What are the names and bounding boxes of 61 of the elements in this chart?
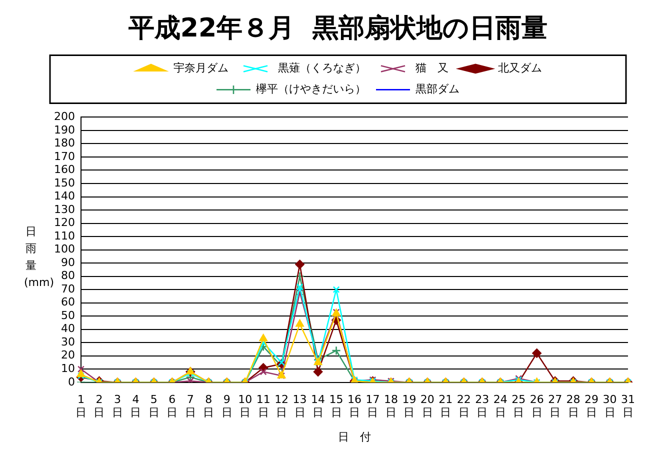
x-tick-label: 3日 [112, 392, 123, 420]
chart-title: 平成22年８月 黒部扇状地の日雨量 [127, 13, 548, 44]
x-tick-label: 9日 [221, 392, 232, 420]
y-tick-label: 60 [60, 296, 75, 309]
y-tick-label: 130 [54, 202, 75, 216]
legend-label: 黒部ダム [416, 82, 460, 96]
x-tick-label: 14日 [311, 392, 326, 420]
y-tick-label: 80 [60, 269, 75, 282]
x-tick-label: 8日 [203, 392, 214, 420]
y-tick-label: 0 [68, 375, 75, 388]
x-tick-label: 13日 [292, 392, 307, 420]
x-tick-label: 22日 [456, 392, 471, 420]
x-tick-label: 27日 [548, 392, 562, 420]
x-tick-label: 12日 [274, 392, 289, 420]
x-tick-label: 30日 [602, 392, 617, 420]
legend-label: 宇奈月ダム [174, 62, 228, 75]
legend-label: 欅平（けやきだいら） [256, 82, 366, 96]
y-tick-label: 90 [60, 256, 75, 269]
x-tick-label: 28日 [566, 392, 580, 420]
y-tick-label: 170 [54, 150, 75, 163]
x-tick-label: 21日 [438, 392, 453, 420]
x-tick-label: 29日 [584, 392, 599, 420]
x-tick-label: 19日 [402, 392, 416, 420]
y-tick-label: 50 [60, 308, 75, 322]
y-tick-label: 200 [54, 110, 75, 124]
x-tick-label: 5日 [148, 392, 160, 420]
y-tick-label: 150 [54, 176, 75, 190]
y-tick-label: 100 [54, 242, 75, 256]
y-tick-label: 190 [54, 123, 75, 136]
y-tick-label: 30 [60, 335, 75, 348]
y-tick-label: 110 [54, 229, 75, 242]
y-tick-label: 70 [60, 282, 75, 296]
x-tick-label: 17日 [366, 392, 380, 420]
y-tick-label: 180 [54, 136, 75, 150]
x-tick-label: 18日 [384, 392, 398, 420]
y-tick-label: 10 [60, 362, 75, 375]
x-tick-label: 2日 [94, 392, 105, 420]
x-tick-label: 31日 [621, 392, 635, 420]
x-tick-label: 10日 [238, 392, 252, 420]
x-tick-label: 16日 [348, 392, 362, 420]
legend-label: 猫 又 [416, 62, 448, 75]
x-tick-label: 25日 [512, 392, 526, 420]
y-tick-label: 120 [54, 216, 75, 230]
x-tick-label: 1日 [75, 392, 86, 420]
y-axis-title: 日雨量(mm) [24, 224, 54, 291]
legend-label: 黒薙（くろなぎ） [278, 62, 366, 75]
x-tick-label: 26日 [530, 392, 544, 420]
x-tick-label: 24日 [493, 392, 508, 420]
x-tick-label: 23日 [475, 392, 490, 420]
x-tick-label: 4日 [130, 392, 142, 420]
x-tick-label: 7日 [184, 392, 196, 420]
x-axis-title: 日 付 [338, 430, 371, 444]
x-tick-label: 11日 [256, 392, 270, 420]
legend-label: 北又ダム [498, 62, 542, 75]
x-tick-label: 20日 [420, 392, 434, 420]
x-tick-label: 6日 [166, 392, 178, 420]
y-tick-label: 140 [54, 190, 75, 203]
x-tick-label: 15日 [329, 392, 344, 420]
y-tick-label: 160 [54, 163, 75, 176]
y-tick-label: 40 [60, 322, 75, 336]
y-tick-label: 20 [60, 348, 75, 362]
